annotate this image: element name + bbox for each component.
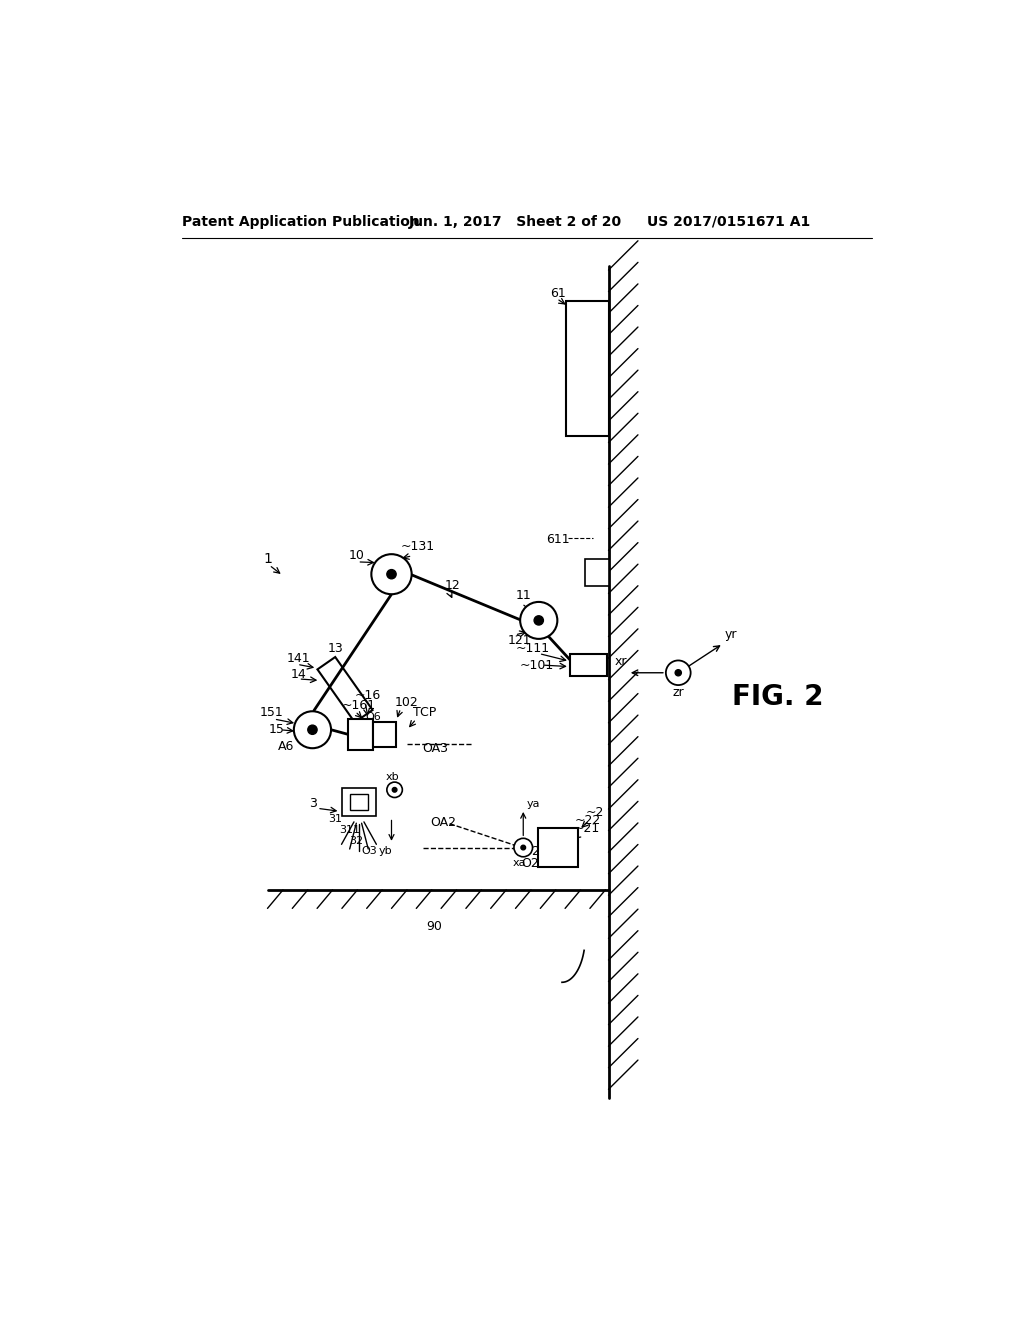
Text: ~16: ~16: [354, 689, 381, 702]
Text: 32: 32: [349, 836, 364, 846]
Text: ~2: ~2: [586, 807, 603, 820]
Circle shape: [372, 554, 412, 594]
Text: 3: 3: [309, 797, 317, 810]
Circle shape: [666, 660, 690, 685]
Text: ~131: ~131: [400, 540, 435, 553]
Text: FIG. 2: FIG. 2: [732, 684, 824, 711]
Text: zr: zr: [672, 686, 684, 700]
Bar: [538, 829, 579, 867]
Text: ~101: ~101: [519, 659, 554, 672]
Circle shape: [387, 570, 396, 579]
Text: 14: 14: [291, 668, 306, 681]
Bar: [348, 719, 373, 750]
Text: OA3: OA3: [423, 742, 449, 755]
Text: ~21: ~21: [573, 822, 600, 834]
Text: 10: 10: [349, 549, 365, 562]
Text: US 2017/0151671 A1: US 2017/0151671 A1: [647, 215, 811, 228]
Text: 211: 211: [531, 845, 555, 858]
Text: 1: 1: [263, 552, 272, 566]
Bar: [349, 795, 369, 809]
Bar: [569, 655, 607, 676]
Text: A6: A6: [279, 741, 295, 754]
Text: 102: 102: [394, 696, 419, 709]
Text: 141: 141: [287, 652, 310, 665]
Text: TCP: TCP: [414, 706, 436, 719]
Text: OA2: OA2: [430, 816, 457, 829]
Bar: [342, 788, 376, 816]
Text: yb: yb: [379, 846, 393, 857]
Bar: [373, 722, 396, 747]
Circle shape: [521, 845, 525, 850]
Text: Jun. 1, 2017   Sheet 2 of 20: Jun. 1, 2017 Sheet 2 of 20: [409, 215, 622, 228]
Text: 121: 121: [508, 634, 531, 647]
Text: ya: ya: [527, 800, 541, 809]
Text: 151: 151: [260, 706, 284, 719]
Text: 13: 13: [328, 642, 344, 655]
Bar: [586, 558, 608, 586]
Text: ~161: ~161: [342, 698, 376, 711]
Circle shape: [294, 711, 331, 748]
Text: ~22: ~22: [574, 814, 601, 828]
Text: 61: 61: [550, 286, 566, 300]
Text: 31: 31: [328, 814, 342, 824]
Circle shape: [308, 725, 317, 734]
Text: xa: xa: [512, 858, 526, 869]
Text: O3: O3: [361, 846, 377, 857]
Text: 90: 90: [426, 920, 442, 933]
Text: 15: 15: [269, 723, 285, 737]
Text: ~111: ~111: [515, 642, 550, 655]
Text: xr: xr: [614, 656, 627, 668]
Text: yr: yr: [725, 628, 737, 640]
Circle shape: [520, 602, 557, 639]
Circle shape: [387, 781, 402, 797]
Circle shape: [392, 788, 397, 792]
Text: Patent Application Publication: Patent Application Publication: [182, 215, 420, 228]
Circle shape: [675, 669, 681, 676]
Text: 311: 311: [340, 825, 360, 834]
Circle shape: [535, 615, 544, 626]
Text: O6: O6: [366, 713, 381, 722]
Text: 11: 11: [515, 589, 531, 602]
Text: 611: 611: [547, 533, 570, 546]
Bar: [566, 301, 608, 436]
Circle shape: [514, 838, 532, 857]
Text: xb: xb: [385, 772, 399, 783]
Text: 12: 12: [444, 579, 460, 593]
Text: O2: O2: [521, 857, 540, 870]
